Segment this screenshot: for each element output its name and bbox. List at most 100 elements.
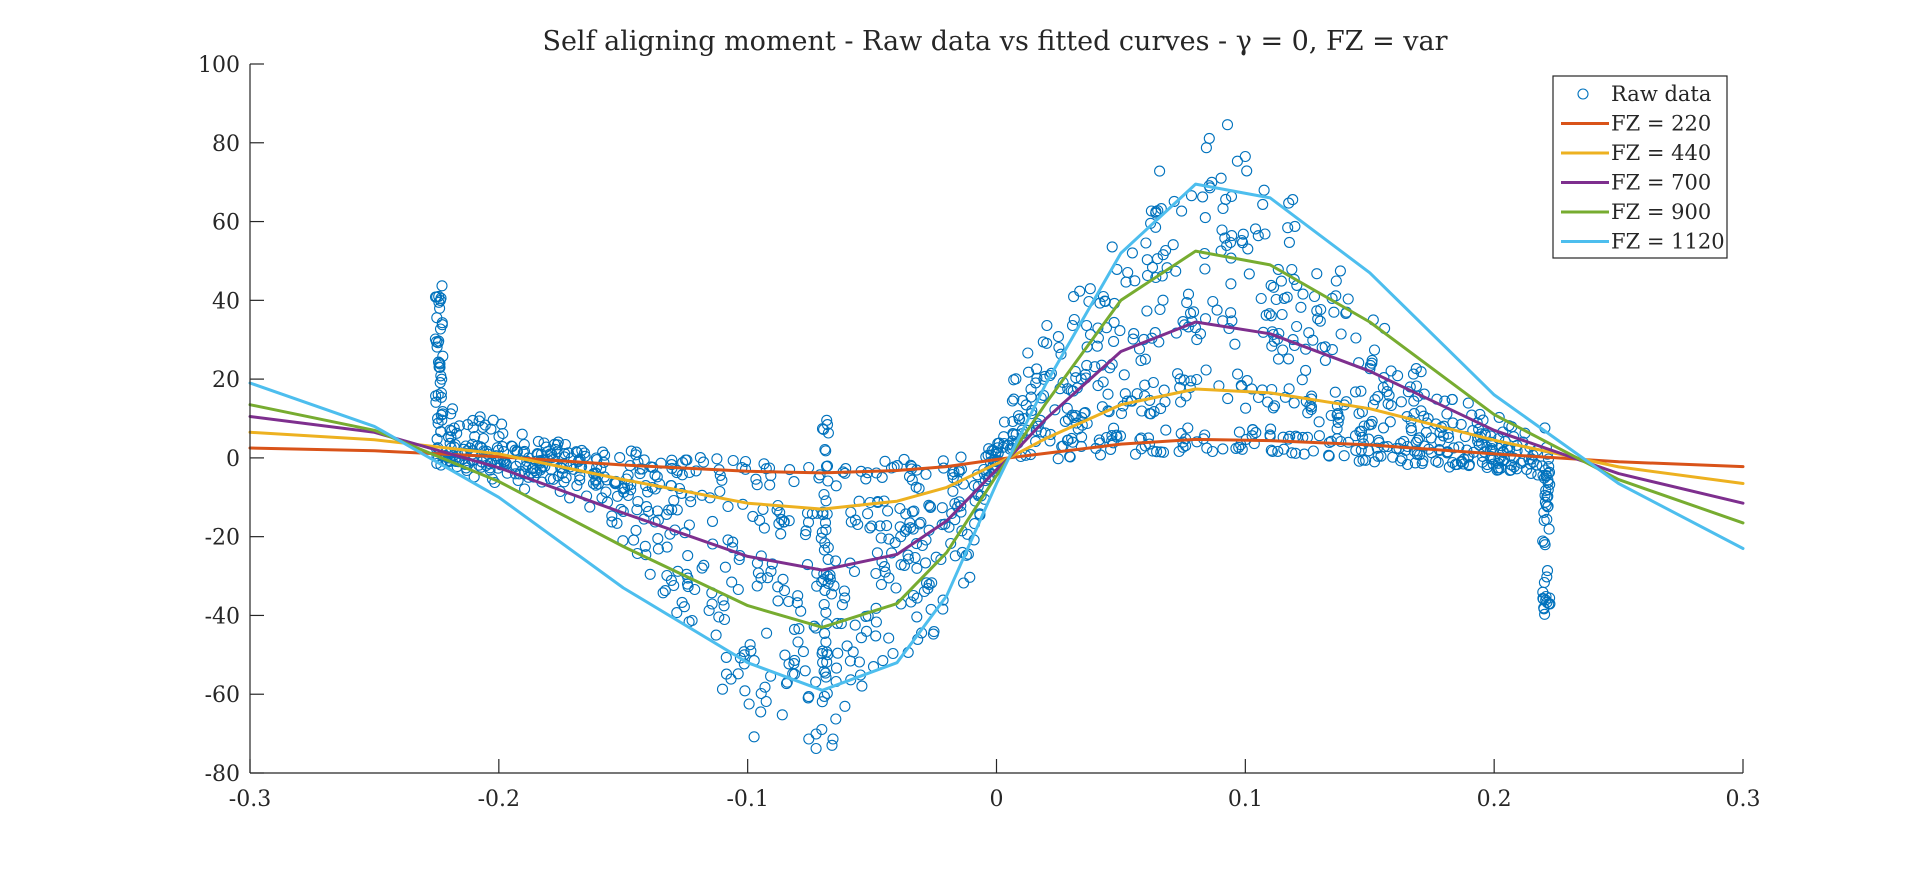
raw-data-point (1311, 268, 1323, 280)
raw-data-point (479, 419, 491, 431)
y-tick-label: 40 (212, 289, 240, 314)
raw-data-point (1290, 447, 1302, 459)
raw-data-point (1013, 413, 1025, 425)
raw-data-point (1282, 353, 1295, 365)
raw-data-point (1140, 237, 1152, 249)
raw-data-point (1417, 455, 1429, 467)
raw-data-point (1425, 432, 1437, 444)
legend-label: FZ = 1120 (1611, 230, 1725, 254)
raw-data-point (883, 632, 895, 644)
raw-data-point (836, 599, 848, 611)
raw-data-point (1463, 459, 1475, 471)
raw-data-point (634, 463, 646, 475)
raw-data-point (1201, 442, 1213, 454)
raw-data-point (793, 623, 805, 635)
raw-data-point (1272, 353, 1285, 365)
raw-data-point (792, 590, 804, 602)
raw-data-point (1151, 253, 1164, 265)
raw-data-point (803, 733, 815, 745)
y-tick-label: 0 (226, 447, 240, 472)
raw-data-point (453, 420, 465, 432)
raw-data-point (1129, 448, 1142, 460)
raw-data-point (818, 598, 830, 611)
raw-data-point (1147, 445, 1159, 457)
raw-data-point (1136, 405, 1148, 417)
x-tick-label: 0.2 (1477, 787, 1512, 812)
raw-data-point (887, 647, 899, 660)
raw-data-point (789, 654, 801, 666)
raw-data-point (1108, 316, 1120, 328)
raw-data-point (526, 462, 538, 475)
raw-data-point (1257, 198, 1269, 210)
raw-data-point (909, 551, 921, 564)
raw-data-point (1492, 457, 1504, 469)
fitted-curve-line (248, 437, 1745, 475)
raw-data-point (542, 446, 554, 458)
raw-data-point (1070, 410, 1082, 422)
raw-data-point (862, 508, 874, 520)
raw-data-point (707, 538, 719, 550)
raw-data-point (1265, 444, 1277, 456)
raw-data-point (487, 414, 499, 426)
raw-data-point (915, 516, 927, 529)
raw-data-point (435, 459, 447, 471)
raw-data-point (774, 506, 786, 518)
raw-data-point (1175, 427, 1187, 440)
raw-data-point (1022, 366, 1035, 378)
raw-data-point (827, 733, 839, 745)
raw-data-point (803, 461, 815, 474)
raw-data-point (906, 460, 918, 473)
raw-data-point (1211, 304, 1223, 316)
raw-data-point (628, 534, 640, 546)
raw-data-point (1455, 418, 1467, 430)
raw-data-point (856, 680, 868, 692)
raw-data-point (1252, 230, 1264, 242)
raw-data-point (1265, 310, 1277, 322)
raw-data-point (1354, 425, 1366, 438)
raw-data-point (1350, 332, 1362, 344)
raw-data-point (433, 296, 445, 308)
raw-data-point (1068, 313, 1080, 326)
raw-data-point (822, 553, 834, 565)
raw-data-point (1408, 395, 1420, 407)
raw-data-point (1174, 373, 1186, 385)
raw-data-point (1282, 222, 1294, 234)
raw-data-point (779, 649, 791, 661)
y-tick-label: 100 (198, 53, 240, 78)
raw-data-point (1114, 325, 1126, 337)
raw-data-point (1160, 424, 1172, 436)
raw-data-point (1286, 447, 1298, 459)
raw-data-point (1197, 191, 1209, 203)
raw-data-point (772, 581, 784, 593)
raw-data-point (788, 476, 800, 488)
raw-data-point (788, 623, 801, 635)
raw-data-point (894, 502, 906, 515)
raw-data-point (1539, 608, 1551, 620)
raw-data-point (1525, 467, 1537, 479)
raw-data-point (532, 435, 544, 447)
raw-data-point (1541, 571, 1553, 583)
raw-data-point (1222, 393, 1234, 405)
raw-data-point (1287, 194, 1299, 206)
raw-data-point (826, 739, 838, 751)
legend-label: Raw data (1611, 82, 1711, 106)
raw-data-point (1249, 223, 1262, 235)
raw-data-point (1076, 431, 1088, 443)
raw-data-point (1353, 455, 1365, 467)
raw-data-point (1334, 265, 1346, 277)
raw-data-point (1225, 307, 1237, 319)
raw-data-point (649, 483, 661, 495)
raw-data-point (696, 562, 708, 574)
raw-data-point (762, 572, 774, 584)
raw-data-point (883, 572, 895, 584)
raw-data-point (819, 667, 832, 679)
raw-data-point (668, 579, 680, 592)
raw-data-point (590, 479, 602, 491)
raw-data-point (772, 595, 784, 607)
raw-data-point (1314, 315, 1326, 327)
raw-data-point (1542, 500, 1554, 512)
raw-data-point (678, 601, 690, 613)
raw-data-point (958, 577, 970, 589)
raw-data-point (1097, 290, 1109, 303)
raw-data-point (1256, 384, 1268, 396)
